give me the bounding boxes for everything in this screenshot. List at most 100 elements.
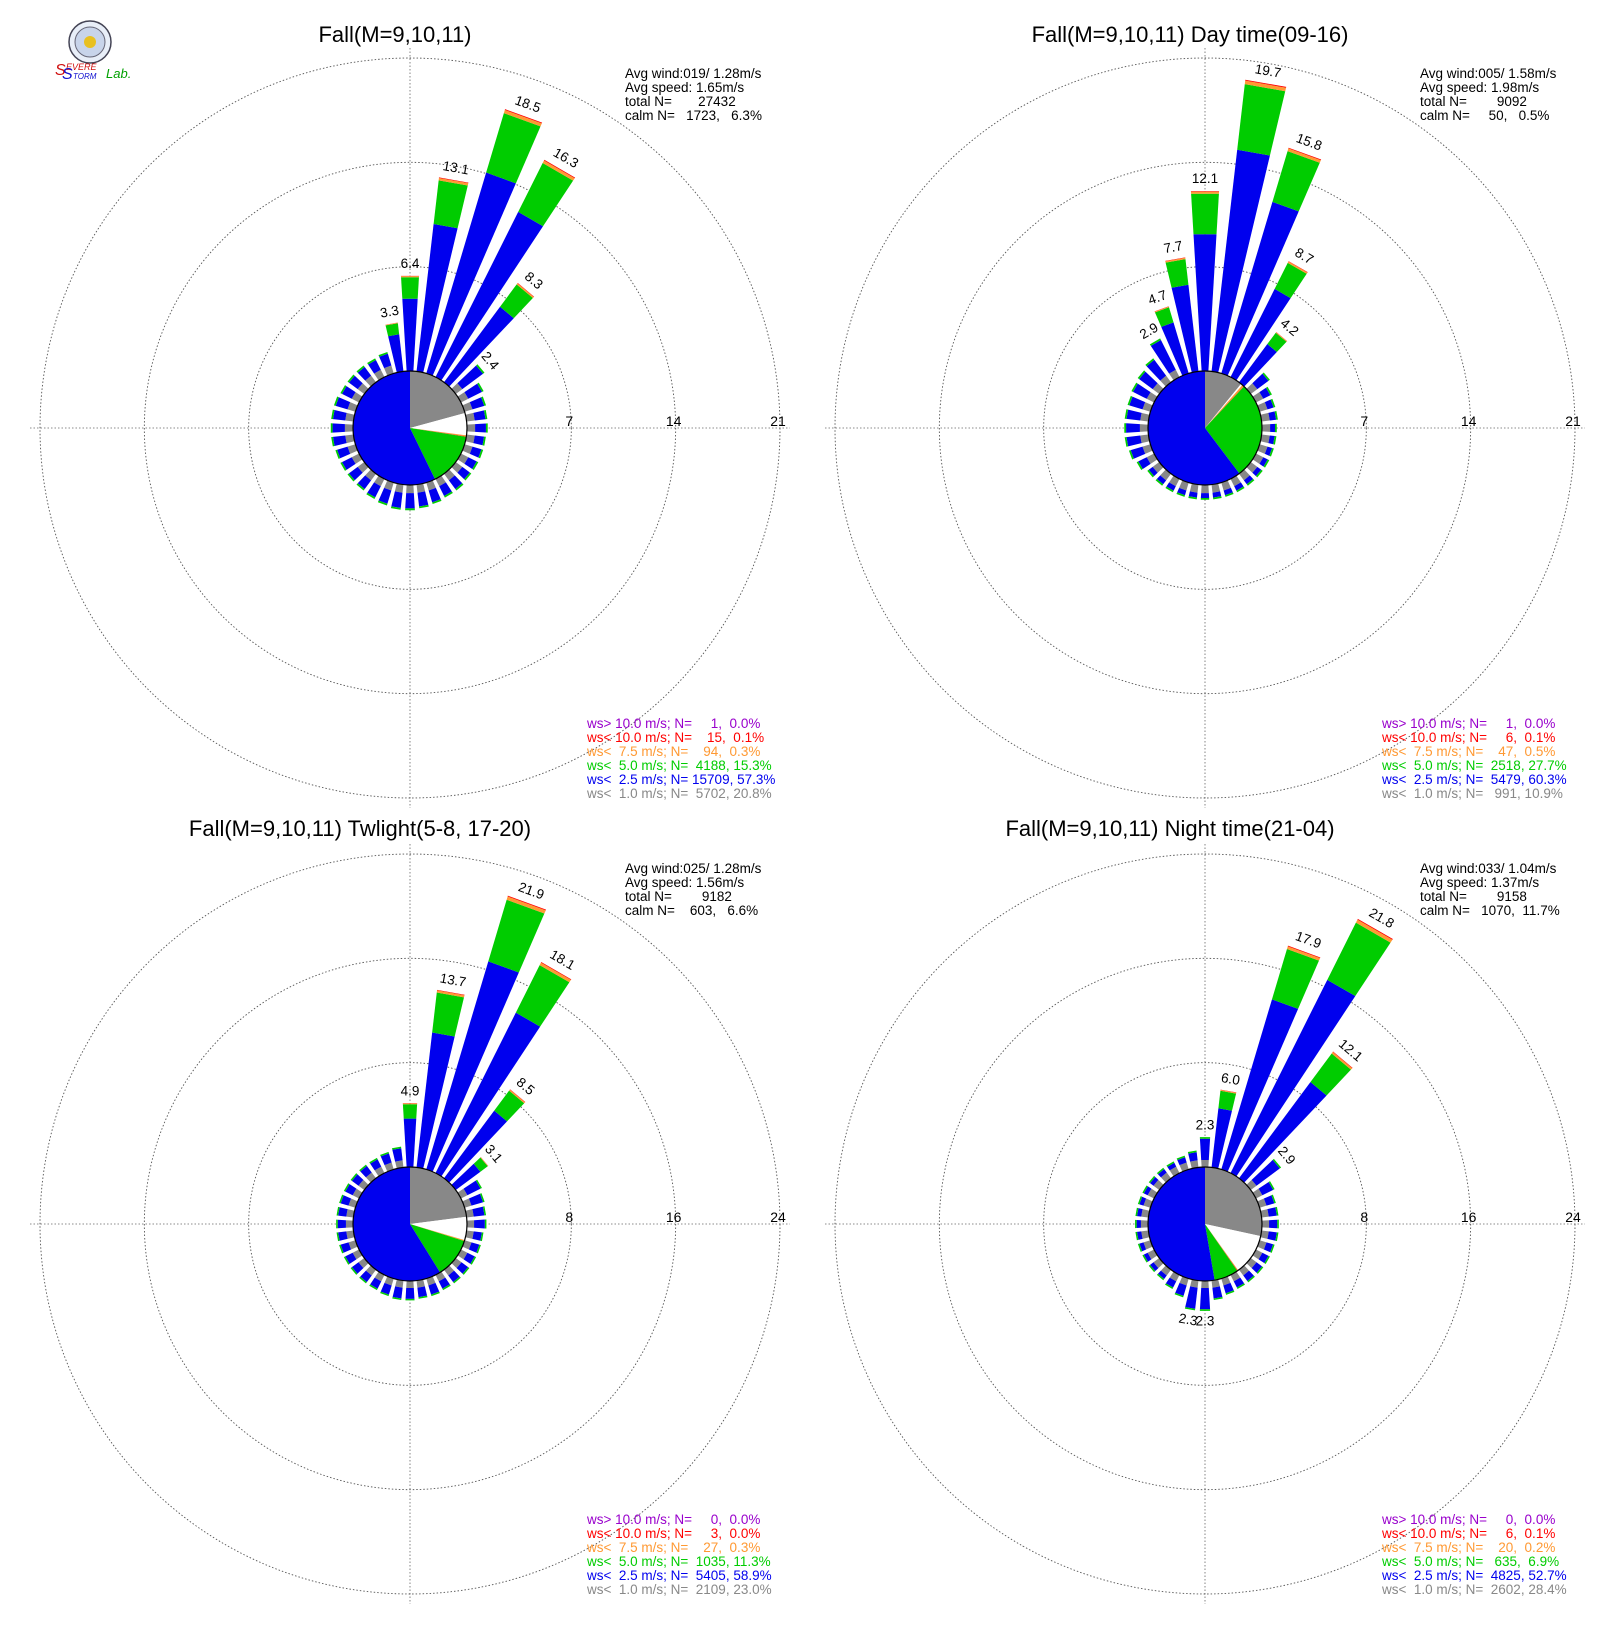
bar-segment-lt25 (1267, 1231, 1277, 1241)
bar-segment-lt5 (1174, 1292, 1184, 1298)
bar-segment-lt1 (384, 1276, 394, 1286)
calm-n-text: calm N= 603, 6.6% (625, 903, 758, 918)
bar-segment-lt5 (1166, 1161, 1175, 1167)
bar-segment-lt75 (1154, 306, 1170, 313)
bar-segment-lt5 (385, 323, 400, 337)
bar-segment-lt25 (1171, 284, 1199, 373)
bar-segment-lt5 (333, 396, 339, 406)
speed-pie (352, 370, 468, 486)
bar-segment-lt25 (1130, 446, 1146, 459)
bar-segment-lt25 (1126, 435, 1142, 447)
bar-segment-lt25 (403, 1118, 417, 1168)
ring-label: 8 (1360, 1209, 1368, 1225)
bar-segment-lt5 (359, 1164, 367, 1172)
bar-segment-lt25 (368, 359, 381, 374)
bar-segment-lt10 (504, 109, 543, 124)
bar-segment-lt5 (518, 163, 574, 227)
calm-n-text: calm N= 1723, 6.3% (625, 108, 762, 123)
bar-segment-lt25 (1264, 446, 1273, 456)
bar-segment-lt25 (448, 1270, 460, 1283)
bar-segment-lt25 (417, 1286, 428, 1298)
total-n-text: total N= 9092 (1420, 94, 1527, 109)
bar-segment-lt25 (1150, 1176, 1159, 1186)
bar-segment-lt10 (1332, 1051, 1353, 1069)
bar-segment-lt5 (515, 965, 570, 1027)
bar-segment-lt10 (543, 159, 576, 179)
bar-segment-lt5 (486, 113, 541, 184)
bar-segment-lt1 (1142, 402, 1153, 412)
bar-value-label: 2.3 (1196, 1118, 1215, 1133)
bar-segment-lt5 (482, 436, 486, 446)
bar-segment-lt25 (338, 1231, 348, 1241)
bar-segment-lt25 (1177, 1157, 1187, 1166)
bar-segment-lt5 (405, 1298, 415, 1301)
bar-value-label: 4.7 (1146, 287, 1169, 308)
bar-segment-lt25 (443, 1110, 508, 1183)
stats-block: Avg wind:033/ 1.04m/s Avg speed: 1.37m/s… (1420, 861, 1560, 918)
bar-value-label: 7.7 (1163, 238, 1184, 256)
bar-segment-lt25 (1263, 1242, 1274, 1253)
legend-entry-lt25: ws< 2.5 m/s; N= 4825, 52.7% (1381, 1568, 1567, 1583)
bar-value-label: 4.9 (401, 1084, 420, 1099)
bar-segment-lt1 (466, 424, 476, 432)
bar-segment-lt5 (1135, 1231, 1139, 1241)
bar-segment-lt5 (1176, 1155, 1186, 1160)
bar-value-label: 21.9 (516, 879, 546, 902)
bar-segment-lt5 (488, 899, 545, 973)
bar-segment-lt5 (1237, 84, 1286, 156)
bar-segment-lt5 (369, 1157, 378, 1164)
bar-segment-lt25 (1267, 1207, 1277, 1217)
bar-segment-lt25 (340, 1242, 352, 1253)
bar-segment-lt25 (1199, 1138, 1211, 1160)
legend-entry-lt1: ws< 1.0 m/s; N= 2109, 23.0% (586, 1582, 772, 1597)
bar-segment-lt5 (1246, 478, 1255, 486)
direction-bars (330, 109, 576, 511)
bar-segment-lt25 (1221, 999, 1299, 1172)
bar-segment-lt5 (339, 1244, 344, 1254)
pie-slice-lt10 (1205, 1224, 1238, 1271)
bar-segment-lt5 (392, 1296, 402, 1301)
grid-ring (143, 161, 677, 695)
bar-segment-lt1 (395, 1160, 404, 1169)
bar-segment-lt1 (345, 434, 355, 444)
bar-segment-lt5 (366, 492, 376, 499)
bar-segment-lt25 (1156, 475, 1167, 485)
bar-segment-lt25 (351, 1262, 364, 1274)
bar-segment-lt5 (369, 1284, 378, 1291)
bar-segment-lt25 (474, 1219, 485, 1229)
bar-segment-lt5 (1327, 922, 1391, 997)
bar-segment-lt25 (1252, 373, 1269, 390)
bar-segment-lt25 (360, 1270, 372, 1283)
bar-segment-lt25 (1193, 234, 1217, 372)
panel-title: Fall(M=9,10,11) (318, 22, 471, 47)
bar-segment-lt5 (1147, 469, 1155, 478)
bar-segment-lt10 (540, 961, 572, 980)
bar-segment-lt1 (1140, 412, 1150, 422)
calm-n-text: calm N= 50, 0.5% (1420, 108, 1549, 123)
bar-segment-lt25 (392, 1286, 403, 1299)
bar-segment-lt5 (1131, 382, 1138, 392)
bar-segment-lt1 (1260, 1209, 1269, 1218)
bar-value-label: 13.1 (442, 158, 470, 177)
bar-segment-lt10 (517, 282, 535, 297)
bar-segment-lt25 (468, 1193, 484, 1206)
bar-value-label: 2.3 (1178, 1311, 1199, 1329)
calm-n-text: calm N= 1070, 11.7% (1420, 903, 1560, 918)
bar-segment-lt1 (465, 1209, 474, 1218)
bar-segment-lt25 (1268, 411, 1277, 421)
bar-segment-lt1 (348, 1240, 358, 1250)
bar-segment-lt5 (453, 1276, 461, 1284)
bar-segment-lt5 (477, 382, 484, 392)
bar-segment-lt5 (1191, 193, 1219, 235)
bar-segment-lt25 (341, 386, 356, 399)
bar-segment-lt25 (388, 334, 404, 373)
bar-segment-lt25 (1238, 1081, 1327, 1183)
bar-segment-lt5 (1247, 1275, 1255, 1283)
bar-segment-lt25 (457, 365, 484, 390)
bar-segment-lt25 (1258, 1252, 1269, 1264)
bar-segment-lt25 (1161, 322, 1189, 376)
bar-segment-lt5 (1213, 496, 1222, 500)
bar-segment-lt1 (1190, 1160, 1199, 1169)
bar-segment-lt10 (1288, 147, 1322, 161)
bar-segment-lt25 (1185, 1286, 1198, 1309)
